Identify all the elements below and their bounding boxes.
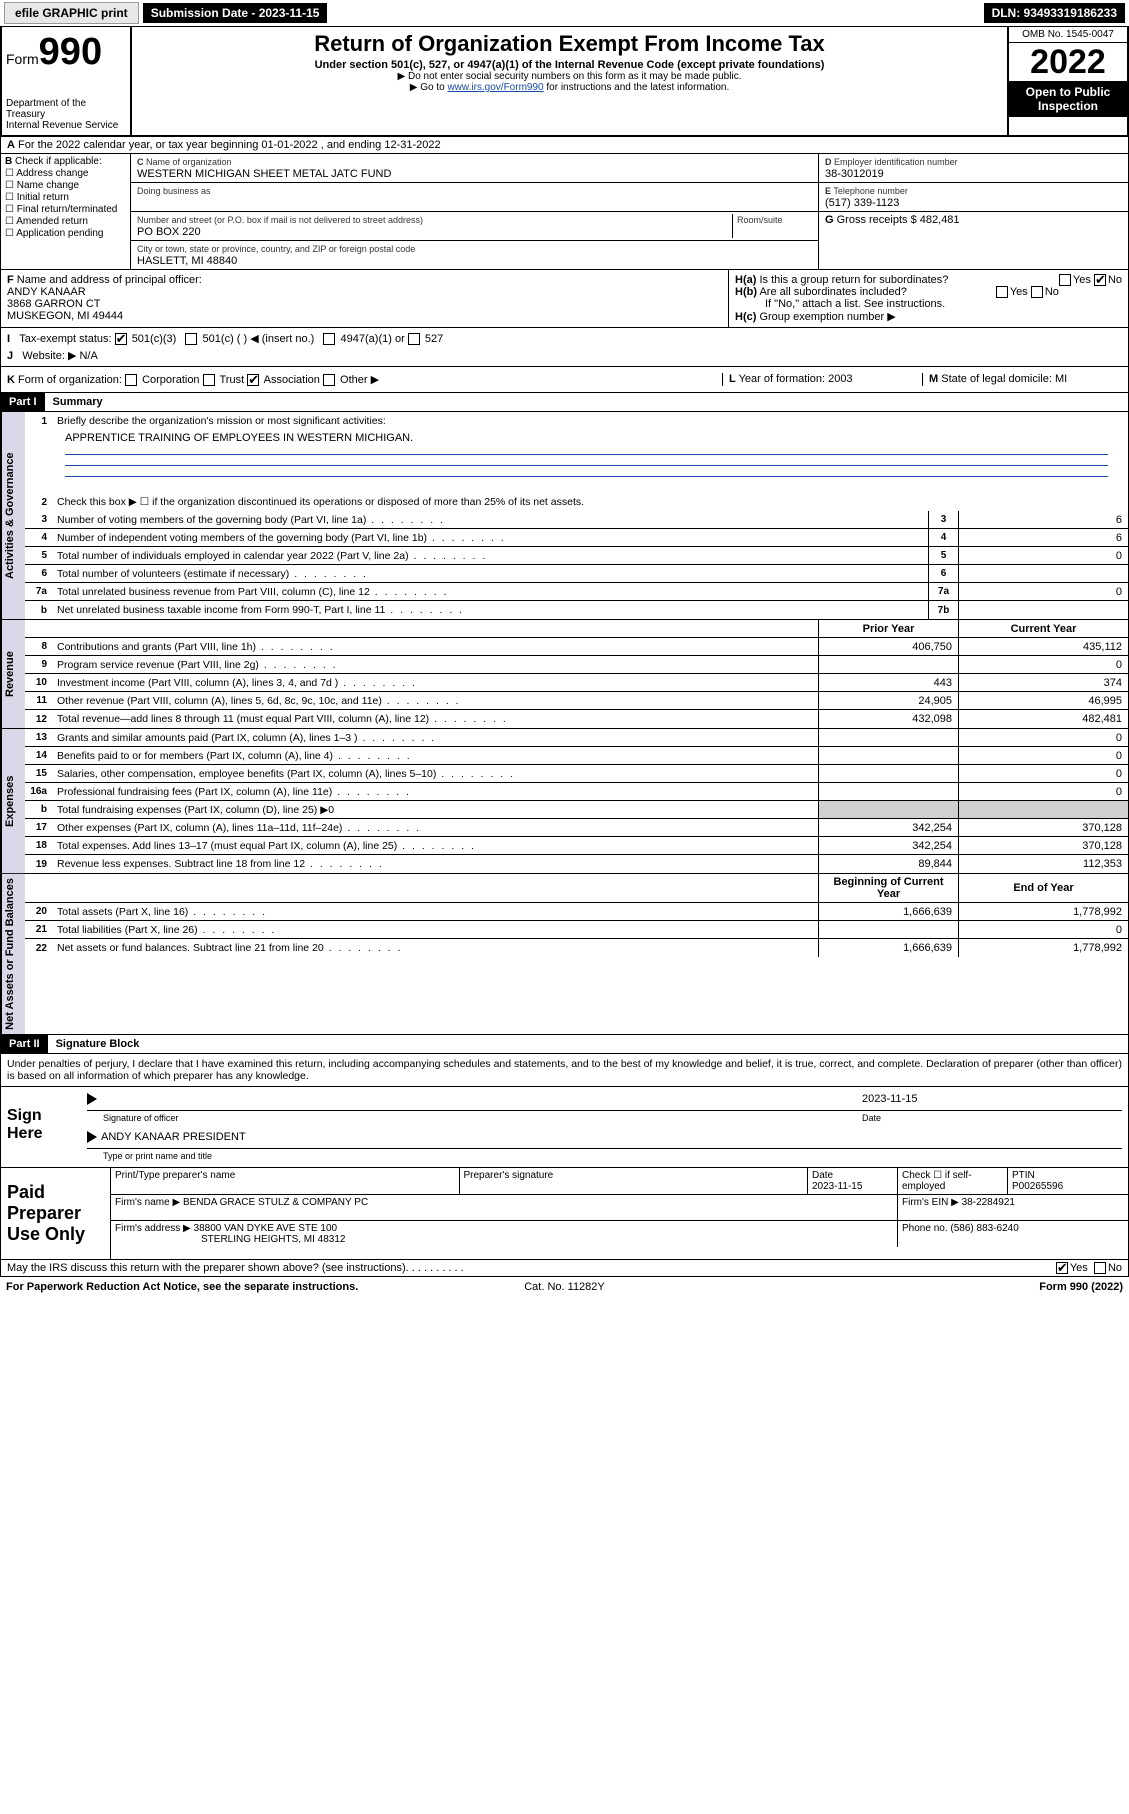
form-label: Form	[6, 51, 39, 67]
subtitle-3: ▶ Go to www.irs.gov/Form990 for instruct…	[138, 82, 1001, 93]
org-name: WESTERN MICHIGAN SHEET METAL JATC FUND	[137, 168, 391, 180]
firm-addr: 38800 VAN DYKE AVE STE 100	[194, 1223, 338, 1234]
arrow-icon	[87, 1131, 97, 1143]
subtitle-2: ▶ Do not enter social security numbers o…	[138, 71, 1001, 82]
officer-signed-name: ANDY KANAAR PRESIDENT	[101, 1131, 1122, 1148]
ptin: P00265596	[1012, 1181, 1063, 1192]
firm-phone: (586) 883-6240	[950, 1223, 1018, 1234]
chk-other[interactable]	[323, 374, 335, 386]
telephone: (517) 339-1123	[825, 197, 899, 209]
chk-trust[interactable]	[203, 374, 215, 386]
summary-netassets: Net Assets or Fund Balances Beginning of…	[0, 874, 1129, 1035]
org-city: HASLETT, MI 48840	[137, 255, 237, 267]
discuss-yes[interactable]	[1056, 1262, 1068, 1274]
sign-here-block: Sign Here 2023-11-15 Signature of office…	[0, 1087, 1129, 1168]
firm-ein: 38-2284921	[962, 1197, 1015, 1208]
efile-button[interactable]: efile GRAPHIC print	[4, 2, 139, 24]
subtitle-1: Under section 501(c), 527, or 4947(a)(1)…	[138, 59, 1001, 71]
prep-date: 2023-11-15	[812, 1181, 862, 1192]
chk-address-change[interactable]: ☐ Address change	[5, 168, 126, 179]
form-number: 990	[39, 31, 102, 73]
officer-city: MUSKEGON, MI 49444	[7, 310, 123, 322]
submission-date: Submission Date - 2023-11-15	[143, 3, 328, 23]
ha-yes[interactable]	[1059, 274, 1071, 286]
part2-header: Part IISignature Block	[0, 1035, 1129, 1054]
section-a: A For the 2022 calendar year, or tax yea…	[0, 137, 1129, 154]
tab-netassets: Net Assets or Fund Balances	[1, 874, 25, 1034]
firm-name: BENDA GRACE STULZ & COMPANY PC	[183, 1197, 368, 1208]
hb-yes[interactable]	[996, 286, 1008, 298]
ha-no[interactable]	[1094, 274, 1106, 286]
form-title: Return of Organization Exempt From Incom…	[138, 31, 1001, 57]
mission-text: APPRENTICE TRAINING OF EMPLOYEES IN WEST…	[65, 432, 1108, 444]
org-address: PO BOX 220	[137, 226, 201, 238]
chk-name-change[interactable]: ☐ Name change	[5, 180, 126, 191]
form-org-row: K Form of organization: Corporation Trus…	[0, 367, 1129, 393]
dept-treasury: Department of the Treasury	[6, 98, 126, 120]
perjury-statement: Under penalties of perjury, I declare th…	[0, 1054, 1129, 1087]
chk-corp[interactable]	[125, 374, 137, 386]
irs-label: Internal Revenue Service	[6, 120, 126, 131]
chk-final-return[interactable]: ☐ Final return/terminated	[5, 204, 126, 215]
top-bar: efile GRAPHIC print Submission Date - 20…	[0, 0, 1129, 27]
gross-receipts: 482,481	[920, 214, 960, 226]
chk-501c[interactable]	[185, 333, 197, 345]
chk-4947[interactable]	[323, 333, 335, 345]
chk-amended-return[interactable]: ☐ Amended return	[5, 216, 126, 227]
officer-group-row: F Name and address of principal officer:…	[0, 270, 1129, 328]
tax-status-row: I Tax-exempt status: 501(c)(3) 501(c) ( …	[0, 328, 1129, 367]
paid-preparer-block: Paid Preparer Use Only Print/Type prepar…	[0, 1168, 1129, 1260]
sig-date: 2023-11-15	[862, 1093, 1122, 1110]
chk-501c3[interactable]	[115, 333, 127, 345]
tax-year: 2022	[1009, 43, 1127, 81]
open-inspection: Open to Public Inspection	[1009, 81, 1127, 117]
check-applicable-label: Check if applicable:	[15, 156, 102, 167]
summary-revenue: Revenue Prior YearCurrent Year 8Contribu…	[0, 620, 1129, 729]
discuss-no[interactable]	[1094, 1262, 1106, 1274]
website: N/A	[79, 350, 97, 362]
arrow-icon	[87, 1093, 97, 1105]
summary-expenses: Expenses 13Grants and similar amounts pa…	[0, 729, 1129, 874]
chk-527[interactable]	[408, 333, 420, 345]
part1-header: Part ISummary	[0, 393, 1129, 412]
summary-governance: Activities & Governance 1Briefly describ…	[0, 412, 1129, 620]
state-domicile: MI	[1055, 373, 1067, 385]
chk-assoc[interactable]	[247, 374, 259, 386]
tab-governance: Activities & Governance	[1, 412, 25, 619]
firm-addr2: STERLING HEIGHTS, MI 48312	[115, 1234, 346, 1245]
officer-addr: 3868 GARRON CT	[7, 298, 101, 310]
year-formation: 2003	[828, 373, 852, 385]
omb-number: OMB No. 1545-0047	[1009, 27, 1127, 43]
chk-initial-return[interactable]: ☐ Initial return	[5, 192, 126, 203]
chk-application-pending[interactable]: ☐ Application pending	[5, 228, 126, 239]
footer: For Paperwork Reduction Act Notice, see …	[0, 1277, 1129, 1297]
tab-expenses: Expenses	[1, 729, 25, 873]
form-header: Form990 Department of the Treasury Inter…	[0, 27, 1129, 137]
officer-name: ANDY KANAAR	[7, 286, 86, 298]
tab-revenue: Revenue	[1, 620, 25, 728]
irs-link[interactable]: www.irs.gov/Form990	[447, 82, 543, 93]
dln: DLN: 93493319186233	[984, 3, 1125, 23]
org-info-grid: B Check if applicable: ☐ Address change …	[0, 154, 1129, 270]
discuss-row: May the IRS discuss this return with the…	[0, 1260, 1129, 1277]
ein: 38-3012019	[825, 168, 884, 180]
hb-no[interactable]	[1031, 286, 1043, 298]
